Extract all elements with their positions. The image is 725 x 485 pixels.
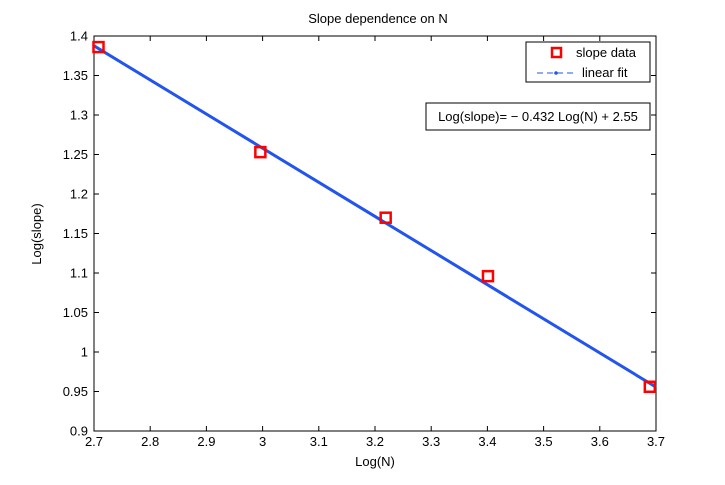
x-axis-ticks: 2.7 2.8 2.9 3 3.1 3.2 3.3 3.4 3.5 3.6 3.7 — [85, 36, 665, 449]
data-point — [254, 145, 267, 159]
y-axis-label: Log(slope) — [29, 203, 44, 264]
y-tick-label: 1.05 — [63, 305, 88, 320]
y-tick-label: 1.2 — [70, 187, 88, 202]
x-tick-label: 3.1 — [310, 434, 328, 449]
legend-marker-slope-data — [550, 46, 563, 59]
x-tick-label: 2.9 — [197, 434, 215, 449]
legend-label-slope-data: slope data — [576, 45, 637, 60]
x-axis-label: Log(N) — [355, 454, 395, 469]
y-tick-label: 0.9 — [70, 424, 88, 439]
y-tick-label: 1.3 — [70, 108, 88, 123]
x-tick-label: 3 — [259, 434, 266, 449]
y-tick-label: 0.95 — [63, 384, 88, 399]
x-tick-label: 3.7 — [647, 434, 665, 449]
legend: slope data linear fit — [525, 41, 651, 83]
fit-line — [93, 44, 657, 389]
data-point — [481, 269, 495, 283]
chart-title: Slope dependence on N — [308, 11, 448, 26]
y-tick-label: 1.35 — [63, 68, 88, 83]
x-tick-label: 3.5 — [535, 434, 553, 449]
legend-box — [525, 41, 651, 83]
y-tick-label: 1.4 — [70, 29, 88, 44]
annotation-box — [425, 102, 651, 131]
data-point — [92, 40, 105, 54]
legend-label-linear-fit: linear fit — [582, 65, 628, 80]
legend-point-linear-fit — [554, 71, 558, 75]
y-tick-label: 1.25 — [63, 147, 88, 162]
y-axis-ticks: 0.9 0.95 1 1.05 1.1 1.15 1.2 1.25 1.3 1.35 1.4 — [63, 29, 656, 439]
data-point — [379, 211, 392, 224]
x-tick-label: 3.2 — [366, 434, 384, 449]
y-tick-label: 1.15 — [63, 226, 88, 241]
data-point — [643, 380, 657, 394]
y-tick-label: 1 — [81, 345, 88, 360]
fit-annotation: Log(slope)= − 0.432 Log(N) + 2.55 — [425, 102, 651, 131]
x-tick-label: 3.3 — [422, 434, 440, 449]
y-tick-label: 1.1 — [70, 266, 88, 281]
x-tick-label: 3.4 — [478, 434, 496, 449]
series-layer — [92, 40, 657, 394]
x-tick-label: 2.8 — [141, 434, 159, 449]
x-tick-label: 2.7 — [85, 434, 103, 449]
annotation-text: Log(slope)= − 0.432 Log(N) + 2.55 — [438, 109, 638, 124]
x-tick-label: 3.6 — [591, 434, 609, 449]
